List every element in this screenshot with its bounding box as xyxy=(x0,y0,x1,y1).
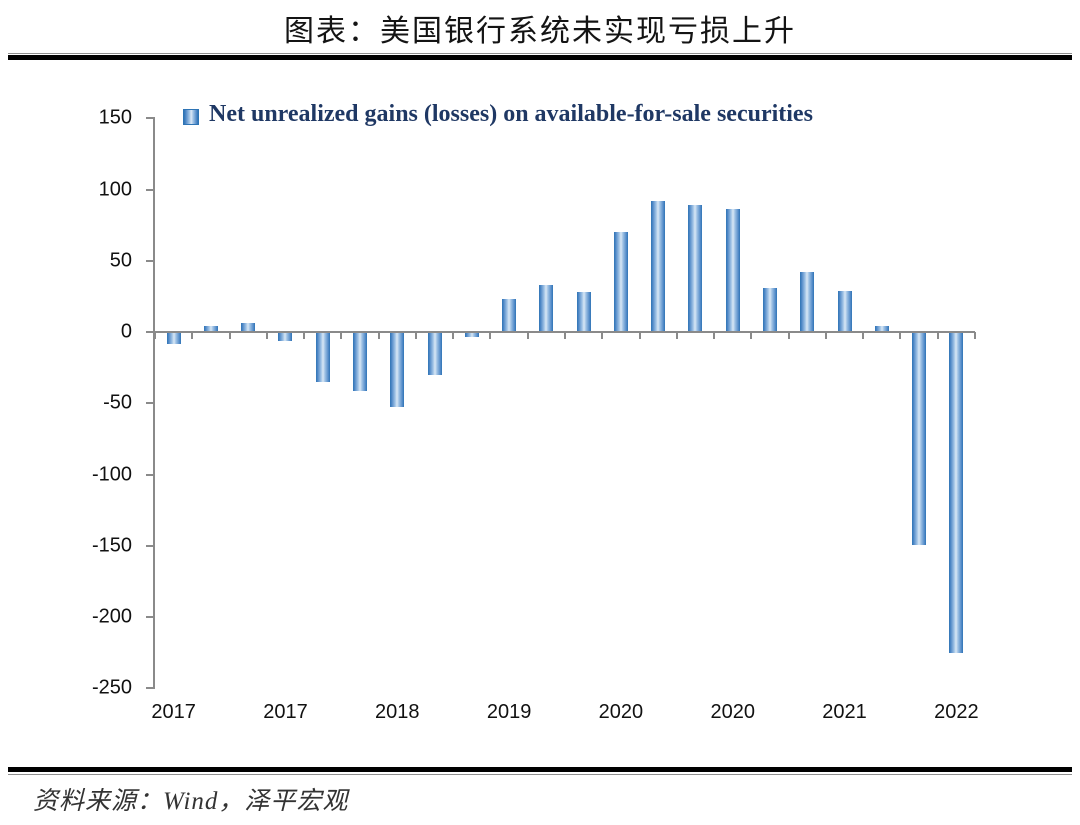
bar xyxy=(390,332,405,407)
x-axis-tick xyxy=(750,332,753,339)
top-rule xyxy=(8,55,1072,60)
y-axis-tick xyxy=(146,544,155,547)
x-axis-label: 2021 xyxy=(822,701,867,723)
x-axis-label: 2018 xyxy=(375,701,420,723)
y-axis-tick-label: -100 xyxy=(91,463,132,485)
bottom-rule xyxy=(8,767,1072,772)
bar xyxy=(800,272,815,332)
bar xyxy=(166,332,181,344)
y-axis-tick-label: 0 xyxy=(120,320,132,343)
x-axis-tick xyxy=(377,332,380,339)
bar xyxy=(763,287,777,332)
y-axis-tick-label: 150 xyxy=(98,106,132,129)
bar xyxy=(539,284,554,332)
bar xyxy=(278,332,293,342)
bar xyxy=(502,299,517,332)
bar xyxy=(912,332,927,545)
bar xyxy=(688,205,703,332)
x-axis-tick xyxy=(564,332,566,339)
source-note: 资料来源：Wind，泽平宏观 xyxy=(33,788,349,815)
x-axis-tick xyxy=(713,332,716,339)
chart-legend: Net unrealized gains (losses) on availab… xyxy=(183,101,813,128)
x-axis-label: 2020 xyxy=(598,701,644,723)
y-axis-tick xyxy=(146,331,155,333)
bar xyxy=(651,200,666,332)
x-axis-tick xyxy=(862,332,865,339)
x-axis-tick xyxy=(228,332,231,339)
legend-square-icon xyxy=(183,108,199,125)
x-axis-label: 2020 xyxy=(710,701,755,723)
bar xyxy=(464,332,479,337)
x-axis-label: 2019 xyxy=(486,701,532,723)
bar xyxy=(576,292,591,332)
x-axis-tick xyxy=(638,332,641,339)
bar xyxy=(241,323,256,332)
x-axis-tick xyxy=(526,332,529,339)
y-axis-tick-label: 100 xyxy=(98,178,132,200)
x-axis-tick xyxy=(675,332,678,339)
x-axis-tick xyxy=(824,332,827,339)
x-axis-tick xyxy=(265,332,268,339)
y-axis-tick-label: -200 xyxy=(91,605,132,628)
bottom-rule-thin xyxy=(8,774,1072,775)
x-axis-tick xyxy=(452,332,455,339)
x-axis-tick xyxy=(191,332,194,339)
x-axis-tick xyxy=(489,332,492,339)
x-axis-label: 2017 xyxy=(151,701,196,723)
y-axis-tick xyxy=(146,259,155,262)
y-axis-tick-label: -50 xyxy=(103,391,132,414)
y-axis-tick xyxy=(146,188,155,191)
top-rule-thin xyxy=(8,53,1072,54)
x-axis-tick xyxy=(340,332,343,339)
bar xyxy=(949,332,964,654)
bar-chart: 150 100 50 0 -50 -100 -150 -200 -250 2017 2017 2018… xyxy=(91,106,979,723)
bar xyxy=(725,209,740,332)
x-axis-tick xyxy=(601,332,604,339)
x-axis-label: 2022 xyxy=(934,701,979,723)
y-axis-tick-label: 50 xyxy=(109,249,132,272)
y-axis-tick xyxy=(146,616,155,618)
y-axis-tick xyxy=(146,117,155,120)
x-axis-tick xyxy=(414,332,417,339)
x-axis-tick xyxy=(974,332,976,339)
legend-label: Net unrealized gains (losses) on availab… xyxy=(209,101,813,127)
bar xyxy=(837,290,852,332)
bar xyxy=(874,326,889,332)
y-axis-tick-label: -250 xyxy=(91,676,132,699)
y-axis-tick xyxy=(146,473,155,476)
y-axis-tick xyxy=(146,402,155,405)
y-axis-tick-label: -150 xyxy=(91,534,132,557)
x-axis-tick xyxy=(899,332,902,339)
x-axis-tick xyxy=(154,332,156,339)
bar xyxy=(203,326,218,332)
bar xyxy=(427,332,442,376)
y-axis-line xyxy=(153,117,155,690)
x-axis-tick xyxy=(936,332,939,339)
chart-title: 图表：美国银行系统未实现亏损上升 xyxy=(284,15,796,48)
x-axis-line xyxy=(153,330,975,333)
x-axis-tick xyxy=(787,332,790,339)
bar xyxy=(353,332,367,391)
x-axis-label: 2017 xyxy=(263,701,308,723)
y-axis-tick xyxy=(146,687,155,690)
x-axis-tick xyxy=(303,332,306,339)
bar xyxy=(315,332,330,383)
bar xyxy=(613,232,628,332)
